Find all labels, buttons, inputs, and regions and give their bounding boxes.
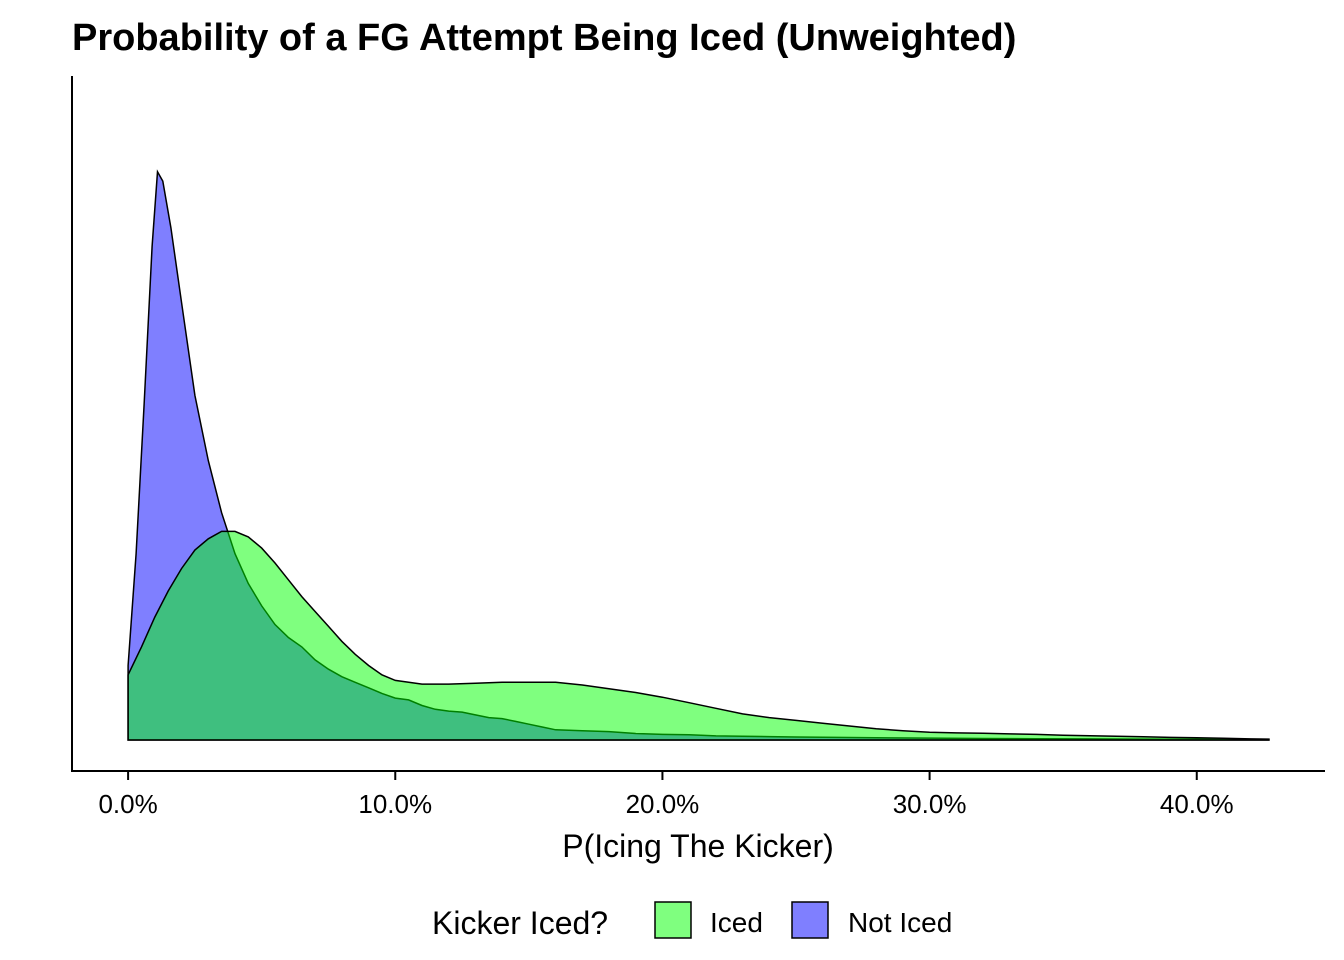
x-tick-label: 10.0% xyxy=(358,789,432,819)
density-area-iced xyxy=(127,530,1270,741)
legend: Kicker Iced? Iced Not Iced xyxy=(432,901,952,941)
legend-label-not-iced: Not Iced xyxy=(848,907,952,938)
x-axis-title: P(Icing The Kicker) xyxy=(562,828,834,864)
legend-label-iced: Iced xyxy=(710,907,763,938)
legend-title: Kicker Iced? xyxy=(432,905,608,941)
x-tick-label: 20.0% xyxy=(626,789,700,819)
x-tick-label: 40.0% xyxy=(1160,789,1234,819)
legend-swatch-iced xyxy=(654,901,692,939)
legend-swatch-not-iced xyxy=(791,901,829,939)
plot-area xyxy=(127,169,1270,741)
x-tick-label: 0.0% xyxy=(98,789,157,819)
x-tick-label: 30.0% xyxy=(893,789,967,819)
chart-title: Probability of a FG Attempt Being Iced (… xyxy=(72,17,1016,59)
x-axis-ticks: 0.0% 10.0% 20.0% 30.0% 40.0% xyxy=(98,771,1234,819)
